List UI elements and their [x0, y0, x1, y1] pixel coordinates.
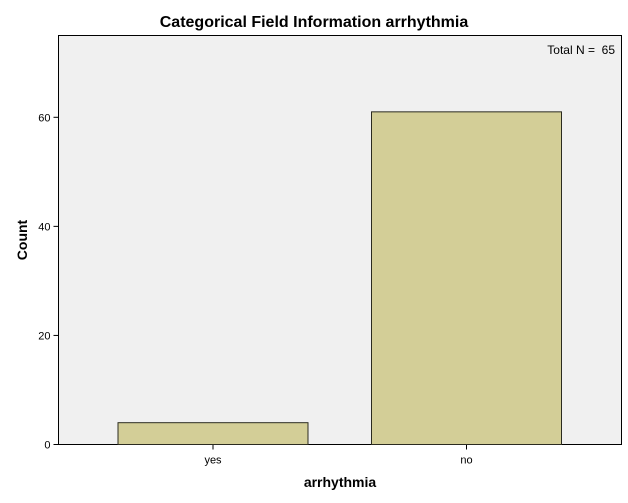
x-tick-label-no: no	[460, 455, 472, 467]
x-axis-label: arrhythmia	[304, 474, 377, 490]
y-tick-label: 60	[38, 112, 50, 124]
bars	[117, 111, 562, 446]
y-axis-label: Count	[14, 219, 30, 260]
chart-title: Categorical Field Information arrhythmia	[160, 14, 469, 31]
total-n-annotation: Total N = 65	[547, 43, 615, 57]
y-tick-label: 20	[38, 330, 50, 342]
bar-yes	[117, 422, 309, 446]
y-tick-label: 0	[44, 440, 50, 452]
y-tick-label: 40	[38, 221, 50, 233]
x-axis: yes no	[204, 444, 473, 467]
bar-no	[371, 111, 562, 445]
x-tick-label-yes: yes	[204, 455, 222, 467]
y-axis: 0 20 40 60	[38, 112, 59, 452]
